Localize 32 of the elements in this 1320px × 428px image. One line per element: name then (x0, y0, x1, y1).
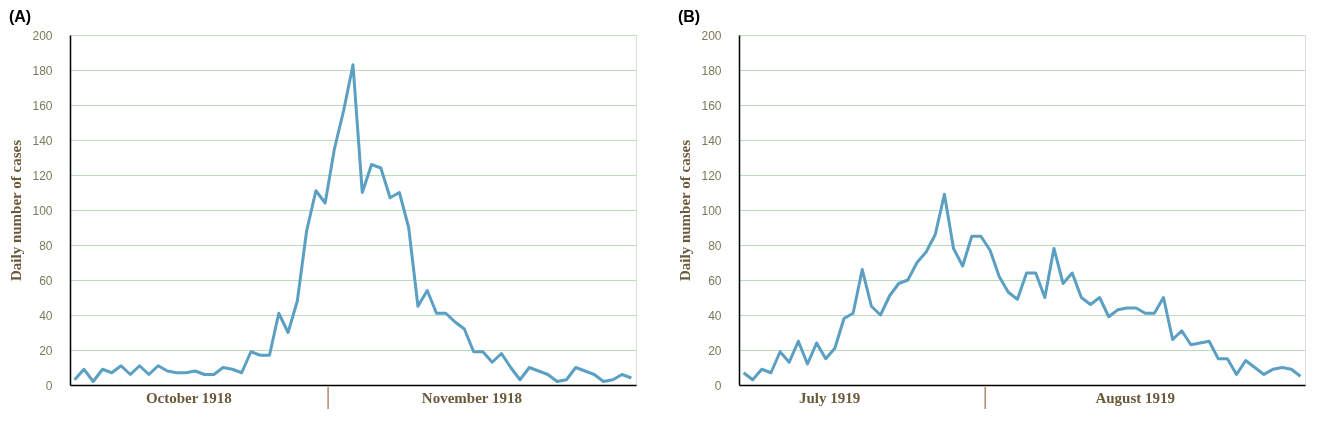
y-tick-label: 0 (714, 378, 722, 393)
line-series (742, 192, 1302, 382)
chart-title: (B) (677, 8, 701, 25)
y-tick-label: 60 (39, 273, 53, 288)
line-series (73, 63, 633, 383)
text: November 1918 (421, 390, 522, 406)
y-tick-label: 0 (45, 378, 53, 393)
y-tick-label: 80 (708, 238, 722, 253)
y-tick-label: 200 (32, 28, 53, 43)
y-tick-label: 60 (708, 273, 722, 288)
y-tick-label: 100 (32, 203, 53, 218)
y-tick-label: 20 (708, 343, 722, 358)
y-tick-label: 160 (32, 98, 53, 113)
chart-title: (A) (8, 8, 32, 25)
text: July 1919 (798, 390, 861, 406)
y-tick-label: 40 (708, 308, 722, 323)
y-tick-label: 120 (701, 168, 722, 183)
y-tick-label: 80 (39, 238, 53, 253)
y-tick-label: 180 (32, 63, 53, 78)
y-tick-label: 20 (39, 343, 53, 358)
y-tick-label: 180 (701, 63, 722, 78)
y-axis-title: Daily number of cases (8, 139, 25, 281)
y-tick-label: 120 (32, 168, 53, 183)
text: August 1919 (1095, 390, 1175, 406)
text: October 1918 (145, 390, 232, 406)
y-axis-title: Daily number of cases (677, 139, 694, 281)
y-tick-label: 140 (32, 133, 53, 148)
y-tick-label: 200 (701, 28, 722, 43)
y-tick-label: 100 (701, 203, 722, 218)
y-tick-label: 40 (39, 308, 53, 323)
y-tick-label: 160 (701, 98, 722, 113)
y-tick-label: 140 (701, 133, 722, 148)
